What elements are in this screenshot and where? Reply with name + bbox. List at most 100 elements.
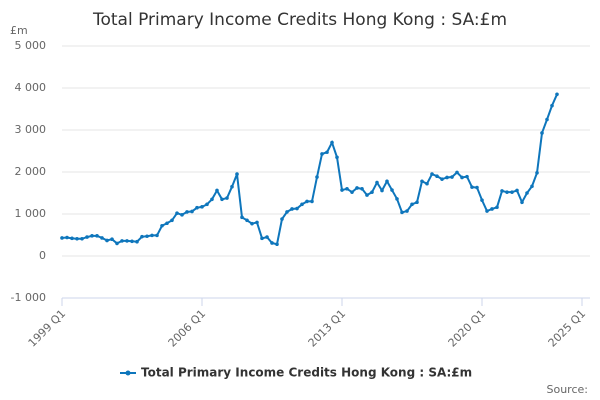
data-point <box>375 180 379 185</box>
data-point <box>380 188 384 193</box>
y-tick-label: -1 000 <box>11 291 46 304</box>
data-point <box>195 205 199 210</box>
y-tick-label: 0 <box>39 249 46 262</box>
data-point <box>80 236 84 241</box>
data-point <box>70 236 74 241</box>
x-tick-label: 2025 Q1 <box>546 307 589 350</box>
y-unit: £m <box>10 24 28 37</box>
data-point <box>515 188 519 193</box>
x-tick-label: 1999 Q1 <box>26 307 69 350</box>
data-point <box>555 92 559 97</box>
data-point <box>435 174 439 178</box>
data-point <box>125 239 129 243</box>
x-tick-label: 2013 Q1 <box>306 307 349 350</box>
data-point <box>360 187 364 191</box>
data-point <box>310 199 314 204</box>
data-point <box>425 181 429 186</box>
data-point <box>255 220 259 225</box>
data-point <box>145 234 149 239</box>
data-point <box>335 155 339 160</box>
data-point <box>115 241 119 246</box>
data-point <box>510 190 514 194</box>
data-point <box>180 213 184 217</box>
data-point <box>530 184 534 189</box>
y-tick-label: 4 000 <box>15 81 47 94</box>
data-point <box>370 190 374 194</box>
data-point <box>505 190 509 194</box>
data-point <box>175 211 179 215</box>
data-point <box>130 239 134 244</box>
data-point <box>290 207 294 211</box>
data-point <box>540 131 544 135</box>
data-point <box>200 205 204 209</box>
data-point <box>390 188 394 192</box>
data-point <box>215 188 219 193</box>
data-point <box>465 174 469 179</box>
data-point <box>455 170 459 175</box>
data-point <box>100 236 104 240</box>
data-point <box>480 198 484 202</box>
data-point <box>270 241 274 245</box>
data-point <box>550 103 554 108</box>
data-point <box>405 209 409 213</box>
data-point <box>295 206 299 211</box>
data-point <box>420 179 424 184</box>
data-point <box>110 237 114 241</box>
data-point <box>85 235 89 239</box>
data-point <box>320 152 324 156</box>
legend-label: Total Primary Income Credits Hong Kong :… <box>141 366 472 380</box>
chart-title: Total Primary Income Credits Hong Kong :… <box>92 10 507 30</box>
data-point <box>545 117 549 122</box>
data-point <box>240 215 244 220</box>
data-point <box>535 171 539 175</box>
x-tick-label: 2006 Q1 <box>166 307 209 350</box>
data-point <box>275 242 279 247</box>
data-point <box>395 197 399 201</box>
data-point <box>485 209 489 213</box>
data-point <box>495 205 499 210</box>
data-point <box>75 236 79 241</box>
y-tick-label: 5 000 <box>15 39 47 52</box>
data-point <box>90 234 94 238</box>
series-line <box>61 93 558 246</box>
data-point <box>430 172 434 176</box>
data-point <box>220 197 224 202</box>
data-point <box>450 175 454 179</box>
data-point <box>210 197 214 202</box>
data-point <box>260 236 264 241</box>
data-point <box>460 175 464 180</box>
source: Source: <box>547 383 589 396</box>
data-point <box>285 210 289 214</box>
x-tick-label: 2020 Q1 <box>446 307 489 350</box>
data-point <box>365 193 369 197</box>
data-point <box>345 187 349 191</box>
data-point <box>525 191 529 195</box>
data-point <box>150 233 154 238</box>
data-point <box>225 196 229 200</box>
data-point <box>245 218 249 223</box>
y-tick-label: 2 000 <box>15 165 47 178</box>
data-point <box>160 223 164 228</box>
data-point <box>410 202 414 207</box>
data-point <box>170 218 174 223</box>
legend-marker <box>125 370 131 376</box>
data-point <box>60 236 64 240</box>
data-point <box>185 210 189 214</box>
data-point <box>230 184 234 189</box>
data-point <box>520 200 524 205</box>
data-point <box>475 185 479 190</box>
data-point <box>120 239 124 243</box>
data-point <box>265 235 269 239</box>
data-point <box>470 185 474 189</box>
data-point <box>325 150 329 155</box>
data-point <box>105 238 109 243</box>
data-point <box>65 235 69 240</box>
data-point <box>340 188 344 192</box>
data-point <box>190 209 194 214</box>
data-point <box>305 199 309 204</box>
data-point <box>330 140 334 145</box>
y-tick-label: 3 000 <box>15 123 47 136</box>
data-point <box>385 179 389 184</box>
data-point <box>490 207 494 211</box>
